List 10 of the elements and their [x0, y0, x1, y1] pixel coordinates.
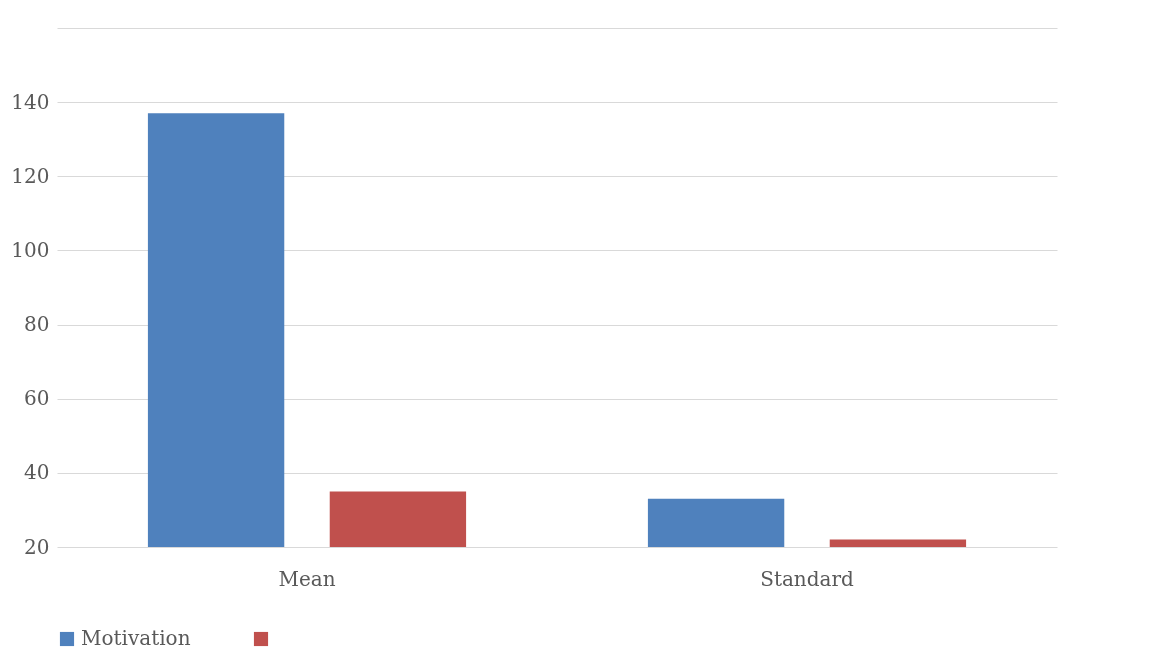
y-tick-label: 140 — [11, 89, 50, 114]
y-tick-label: 100 — [11, 237, 50, 262]
x-tick-label: Mean — [278, 566, 336, 591]
y-tick-label: 20 — [24, 534, 50, 559]
y-tick-label: 60 — [24, 386, 50, 411]
y-tick-label: 120 — [11, 163, 50, 188]
y-tick-label: 40 — [24, 460, 50, 485]
legend-label: Motivation — [81, 626, 191, 650]
y-tick-label: 80 — [24, 312, 50, 337]
x-tick-label: Standard — [760, 566, 855, 591]
